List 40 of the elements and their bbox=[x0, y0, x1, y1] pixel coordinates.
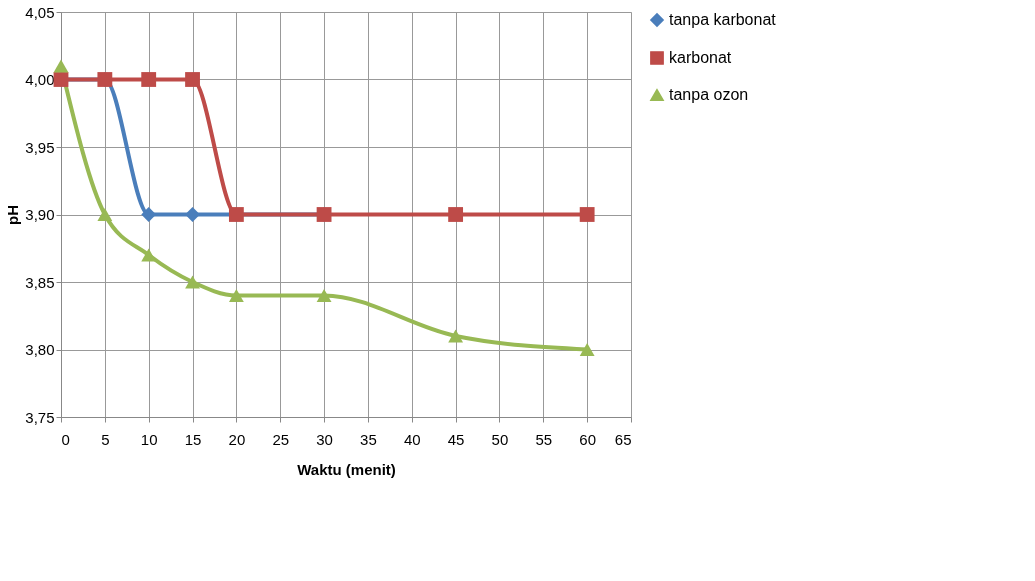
point bbox=[141, 248, 157, 262]
x-tick-label: 45 bbox=[447, 430, 465, 448]
y-axis-title: pH bbox=[4, 205, 22, 225]
point bbox=[448, 207, 464, 222]
x-tick-label: 5 bbox=[101, 430, 110, 448]
y-tick-label: 4,05 bbox=[25, 3, 55, 21]
y-tick-label: 3,80 bbox=[25, 341, 55, 358]
x-tick-label: 55 bbox=[535, 430, 553, 448]
y-tick-label: 4,00 bbox=[25, 71, 55, 88]
legend-label: tanpa ozon bbox=[669, 86, 749, 103]
point bbox=[53, 59, 69, 73]
y-tick-label: 3,75 bbox=[25, 408, 55, 426]
x-tick-label: 30 bbox=[316, 430, 333, 448]
y-tick-label: 3,95 bbox=[25, 138, 55, 156]
x-tick-label: 35 bbox=[360, 430, 377, 448]
legend-label: karbonat bbox=[669, 49, 732, 66]
legend-label: tanpa karbonat bbox=[669, 11, 777, 28]
y-tick-label: 3,85 bbox=[25, 273, 55, 291]
point bbox=[185, 275, 200, 289]
x-tick-label: 10 bbox=[140, 430, 158, 448]
point bbox=[185, 72, 200, 87]
point bbox=[579, 207, 595, 222]
point bbox=[141, 72, 157, 87]
point bbox=[316, 289, 332, 302]
point bbox=[185, 207, 200, 222]
point bbox=[579, 343, 595, 356]
point bbox=[448, 329, 464, 343]
x-tick-label: 65 bbox=[614, 430, 632, 448]
x-tick-label: 25 bbox=[272, 430, 290, 448]
point bbox=[228, 289, 244, 302]
point bbox=[141, 207, 157, 222]
x-tick-label: 0 bbox=[61, 430, 70, 448]
point bbox=[97, 208, 113, 221]
x-axis-title: Waktu (menit) bbox=[297, 460, 396, 478]
x-tick-label: 50 bbox=[491, 430, 509, 448]
y-tick-label: 3,90 bbox=[25, 206, 55, 223]
x-tick-label: 60 bbox=[579, 430, 596, 448]
x-tick-label: 20 bbox=[228, 430, 246, 448]
x-tick-label: 40 bbox=[403, 430, 421, 448]
x-tick-label: 15 bbox=[184, 430, 202, 448]
